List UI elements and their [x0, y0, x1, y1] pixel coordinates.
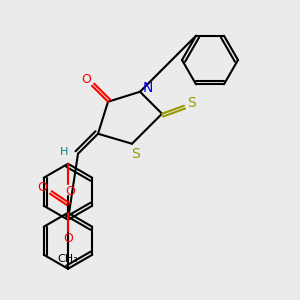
- Text: CH₃: CH₃: [58, 254, 78, 264]
- Text: O: O: [63, 232, 73, 245]
- Text: O: O: [65, 185, 75, 198]
- Text: S: S: [132, 147, 140, 161]
- Text: H: H: [60, 147, 68, 157]
- Text: O: O: [37, 181, 47, 194]
- Text: S: S: [188, 96, 196, 110]
- Text: N: N: [143, 81, 153, 95]
- Text: O: O: [81, 73, 91, 86]
